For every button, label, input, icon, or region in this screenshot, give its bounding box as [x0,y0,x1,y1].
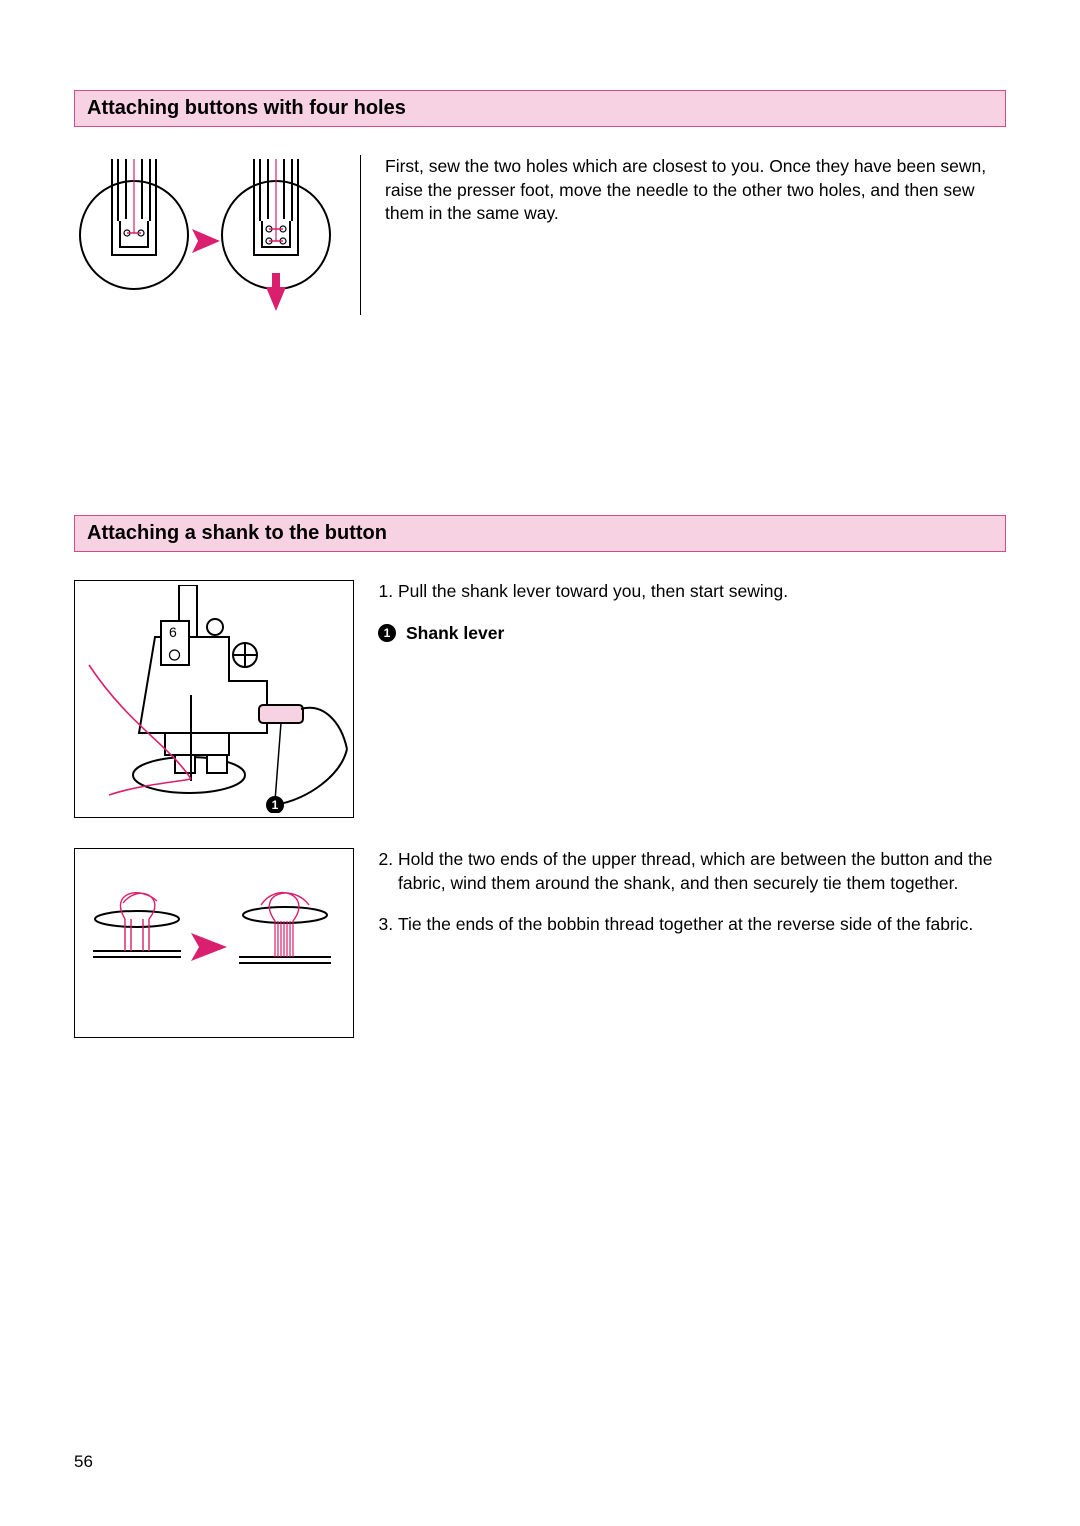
section2-text2: Hold the two ends of the upper thread, w… [378,848,1006,955]
svg-text:1: 1 [272,798,279,812]
section2-diagram1: 6 1 [74,580,354,818]
section1-header: Attaching buttons with four holes [74,90,1006,127]
section2-row2: Hold the two ends of the upper thread, w… [74,848,1006,1038]
section1-diagram [74,155,336,315]
section2-text1: Pull the shank lever toward you, then st… [378,580,1006,645]
section2-header: Attaching a shank to the button [74,515,1006,552]
page-number: 56 [74,1452,93,1472]
step-3: Tie the ends of the bobbin thread togeth… [398,913,1006,937]
section1-paragraph: First, sew the two holes which are close… [385,155,1006,226]
panel-label-text: 6 [169,624,177,640]
section1-divider [360,155,361,315]
section1-text: First, sew the two holes which are close… [385,155,1006,226]
callout-number-icon: 1 [378,624,396,642]
step-2: Hold the two ends of the upper thread, w… [398,848,1006,895]
shank-lever-callout: 1 Shank lever [378,622,1006,646]
step-1: Pull the shank lever toward you, then st… [398,580,1006,604]
section1-row: First, sew the two holes which are close… [74,155,1006,315]
section2-diagram2 [74,848,354,1038]
callout-label: Shank lever [406,622,504,646]
section2-row1: 6 1 Pull the shank lever toward you, the… [74,580,1006,818]
